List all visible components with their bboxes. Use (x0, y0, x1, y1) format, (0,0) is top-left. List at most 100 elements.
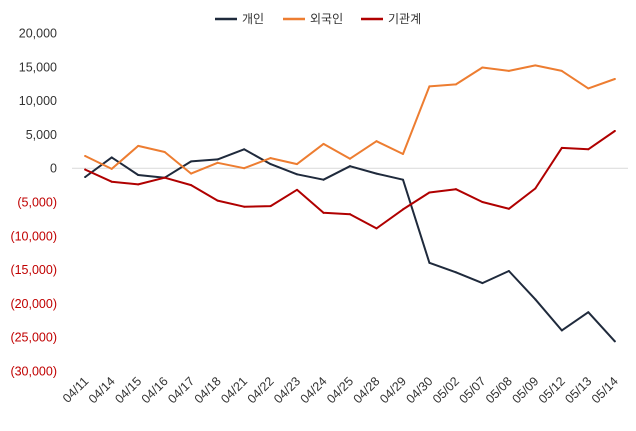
data-point (296, 173, 299, 176)
data-point (216, 199, 219, 202)
data-point (190, 172, 193, 175)
y-tick-label: (30,000) (10, 365, 57, 379)
x-tick-label: 05/08 (483, 374, 515, 406)
data-point (322, 178, 325, 181)
data-point (84, 175, 87, 178)
data-point (243, 205, 246, 208)
x-tick-label: 05/12 (536, 374, 568, 406)
x-tick-label: 04/25 (324, 374, 356, 406)
data-point (322, 142, 325, 145)
x-tick-label: 04/30 (404, 374, 436, 406)
x-axis: 04/1104/1404/1504/1604/1704/1804/2104/22… (60, 374, 621, 406)
data-point (243, 167, 246, 170)
data-point (243, 148, 246, 151)
data-point (349, 213, 351, 216)
y-tick-label: 15,000 (19, 60, 57, 74)
data-point (296, 163, 299, 166)
data-point (110, 167, 113, 170)
data-point (454, 83, 457, 86)
data-point (428, 85, 431, 88)
data-point (137, 144, 140, 147)
y-tick-label: (5,000) (17, 196, 57, 210)
data-point (349, 157, 351, 160)
y-tick-label: 5,000 (26, 128, 57, 142)
data-point (163, 176, 166, 179)
data-point (560, 329, 563, 332)
series-3 (84, 130, 616, 230)
data-point (269, 205, 272, 208)
data-point (269, 157, 272, 160)
data-point (534, 64, 537, 67)
data-point (481, 201, 484, 203)
x-tick-label: 04/16 (139, 374, 171, 406)
x-tick-label: 04/28 (351, 374, 383, 406)
data-point (481, 66, 484, 69)
data-point (110, 156, 113, 159)
data-point (428, 191, 431, 194)
y-tick-label: (25,000) (10, 331, 57, 345)
x-tick-label: 05/02 (430, 374, 462, 406)
legend-item: 기관계 (361, 12, 421, 26)
series-line (84, 64, 616, 175)
legend-label: 기관계 (388, 12, 421, 26)
data-point (507, 269, 510, 272)
y-tick-label: (10,000) (10, 229, 57, 243)
series-1 (84, 148, 616, 343)
data-point (190, 160, 193, 163)
x-tick-label: 05/07 (456, 374, 488, 406)
data-point (428, 261, 431, 264)
y-axis: 20,000 15,000 10,000 5,000 0 (5,000) (10,000) (… (10, 27, 57, 379)
x-tick-label: 04/11 (60, 374, 91, 405)
x-tick-label: 04/18 (192, 374, 224, 406)
data-point (613, 340, 616, 343)
data-point (216, 161, 219, 164)
y-tick-label: 20,000 (19, 27, 57, 41)
data-point (349, 165, 351, 168)
y-tick-label: (20,000) (10, 297, 57, 311)
data-point (375, 227, 378, 230)
data-point (534, 187, 537, 190)
data-point (613, 130, 616, 133)
data-point (375, 140, 378, 143)
x-tick-label: 05/13 (562, 374, 594, 406)
data-point (481, 282, 484, 285)
data-point (560, 146, 563, 149)
data-point (401, 208, 404, 211)
data-point (587, 87, 590, 90)
data-point (560, 69, 563, 72)
data-point (587, 148, 590, 151)
data-point (587, 311, 590, 314)
data-point (137, 173, 140, 176)
data-point (534, 298, 537, 301)
x-tick-label: 05/14 (589, 374, 621, 406)
x-tick-label: 04/22 (245, 374, 277, 406)
data-point (322, 211, 325, 214)
data-point (190, 184, 193, 187)
data-point (507, 207, 510, 210)
legend-item: 외국인 (283, 12, 343, 26)
data-point (401, 178, 404, 181)
x-tick-label: 04/24 (298, 374, 330, 406)
series-layer (84, 64, 616, 343)
legend-label: 외국인 (310, 12, 343, 26)
data-point (507, 69, 510, 72)
legend-label: 개인 (242, 12, 264, 26)
data-point (110, 180, 113, 183)
legend-item: 개인 (215, 12, 264, 26)
x-tick-label: 04/29 (377, 374, 409, 406)
data-point (375, 172, 378, 175)
data-point (84, 155, 87, 158)
data-point (296, 188, 299, 191)
series-2 (84, 64, 616, 175)
y-tick-label: 10,000 (19, 94, 57, 108)
data-point (613, 77, 616, 80)
data-point (216, 158, 219, 161)
data-point (454, 188, 457, 191)
x-tick-label: 04/17 (165, 374, 197, 406)
x-tick-label: 04/23 (271, 374, 303, 406)
data-point (137, 183, 140, 186)
y-tick-label: 0 (50, 162, 57, 176)
data-point (401, 153, 404, 156)
